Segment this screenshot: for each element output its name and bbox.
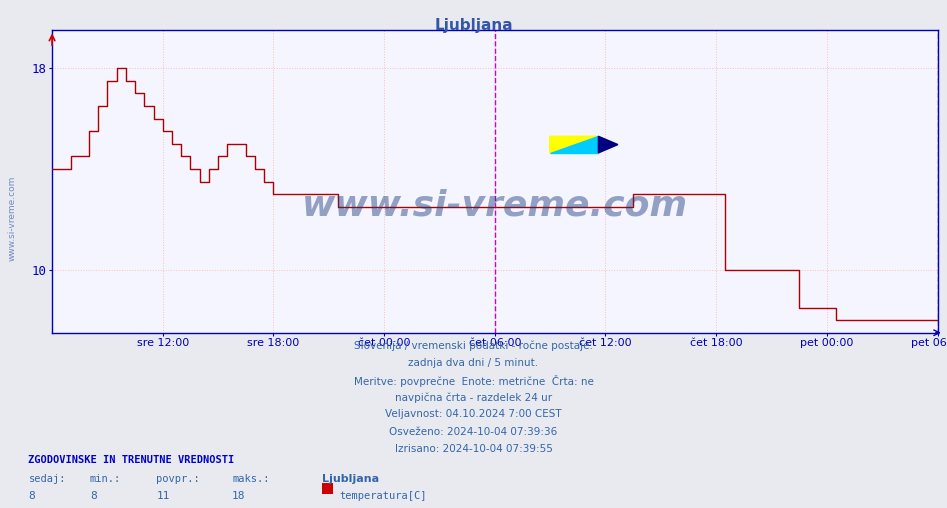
Text: Osveženo: 2024-10-04 07:39:36: Osveženo: 2024-10-04 07:39:36 bbox=[389, 427, 558, 437]
Text: zadnja dva dni / 5 minut.: zadnja dva dni / 5 minut. bbox=[408, 358, 539, 368]
Text: 18: 18 bbox=[232, 491, 245, 501]
Text: min.:: min.: bbox=[90, 474, 121, 484]
Text: 8: 8 bbox=[90, 491, 97, 501]
Text: temperatura[C]: temperatura[C] bbox=[339, 491, 426, 501]
Polygon shape bbox=[599, 136, 617, 153]
Text: navpična črta - razdelek 24 ur: navpična črta - razdelek 24 ur bbox=[395, 392, 552, 403]
Text: 11: 11 bbox=[156, 491, 170, 501]
Text: Veljavnost: 04.10.2024 7:00 CEST: Veljavnost: 04.10.2024 7:00 CEST bbox=[385, 409, 562, 420]
Text: povpr.:: povpr.: bbox=[156, 474, 200, 484]
Text: maks.:: maks.: bbox=[232, 474, 270, 484]
Text: 8: 8 bbox=[28, 491, 35, 501]
Text: sedaj:: sedaj: bbox=[28, 474, 66, 484]
Polygon shape bbox=[549, 136, 599, 153]
Text: ZGODOVINSKE IN TRENUTNE VREDNOSTI: ZGODOVINSKE IN TRENUTNE VREDNOSTI bbox=[28, 455, 235, 465]
Text: Meritve: povprečne  Enote: metrične  Črta: ne: Meritve: povprečne Enote: metrične Črta:… bbox=[353, 375, 594, 387]
Polygon shape bbox=[549, 136, 599, 153]
Text: www.si-vreme.com: www.si-vreme.com bbox=[8, 176, 17, 261]
Text: Ljubljana: Ljubljana bbox=[434, 18, 513, 33]
Text: Izrisano: 2024-10-04 07:39:55: Izrisano: 2024-10-04 07:39:55 bbox=[395, 444, 552, 454]
Text: Slovenija / vremenski podatki - ročne postaje.: Slovenija / vremenski podatki - ročne po… bbox=[354, 340, 593, 351]
Text: Ljubljana: Ljubljana bbox=[322, 474, 379, 484]
Text: www.si-vreme.com: www.si-vreme.com bbox=[302, 189, 688, 223]
